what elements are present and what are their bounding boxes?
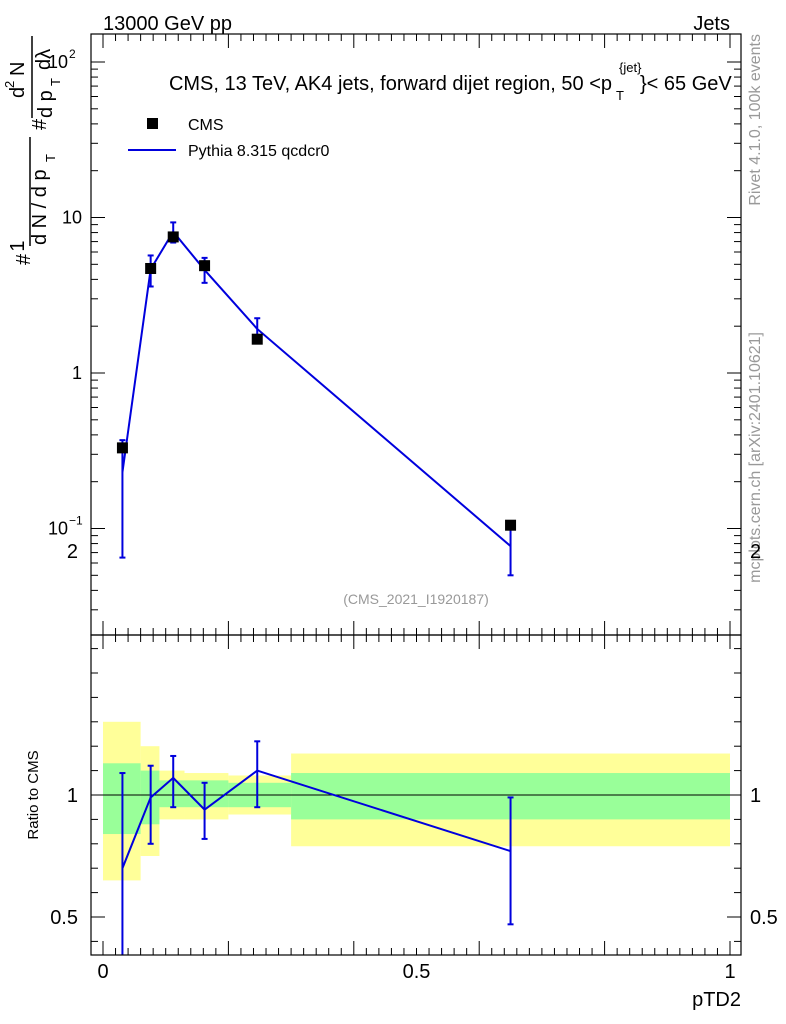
legend: CMS Pythia 8.315 qcdcr0 (128, 117, 330, 160)
x-axis-label: pTD2 (692, 989, 741, 1011)
main-ylabel: # 1 d N / d p T # d 2 N d p T (2, 36, 63, 265)
analysis-watermark: (CMS_2021_I1920187) (343, 591, 489, 607)
ratio-line-group (119, 740, 514, 955)
header-energy-label: 13000 GeV pp (103, 13, 232, 35)
cms-data-point (199, 260, 211, 272)
ratio-ytick-label-right: 2 (750, 541, 761, 563)
legend-cms-marker (147, 118, 158, 129)
pythia-curve (121, 230, 512, 547)
cms-data-point (505, 519, 517, 531)
legend-cms-label: CMS (188, 117, 224, 134)
ylabel-dlambda: dλ (33, 49, 55, 70)
main-ytick-label: 10 (62, 208, 82, 228)
ylabel-dpt: d p (35, 90, 57, 118)
main-title-prefix: CMS, 13 TeV, AK4 jets, forward dijet reg… (169, 73, 612, 95)
ratio-xtick-label: 1 (724, 961, 735, 983)
cms-data-point (167, 231, 179, 243)
ylabel-pt-sub-2: T (48, 78, 63, 86)
main-title-sub: T (616, 88, 624, 103)
ratio-xtick-label: 0 (97, 961, 108, 983)
main-ytick-label-base: 10 (48, 519, 68, 539)
ylabel-d2n-exp: 2 (2, 81, 17, 88)
main-ytick-label-exp: −1 (69, 514, 83, 528)
cms-data-point (116, 442, 128, 454)
main-title-suffix: }< 65 GeV (640, 73, 732, 95)
ylabel-pt-sub-1: T (43, 154, 58, 162)
ylabel-n: N (7, 62, 29, 76)
ratio-axes-group: 0.5 0.5 1 1 2 2 0 0.5 1 (50, 541, 778, 983)
ylabel-d2n: d (7, 87, 29, 98)
rivet-version-label: Rivet 4.1.0, 100k events (747, 34, 764, 206)
ratio-ylabel: Ratio to CMS (25, 750, 42, 839)
ratio-green-band (184, 780, 229, 808)
main-title-sup: {jet} (619, 60, 642, 75)
ratio-ytick-label-right: 1 (750, 785, 761, 807)
cms-marker-group (116, 231, 517, 531)
ratio-ytick-label-left: 0.5 (50, 907, 78, 929)
ratio-curve (121, 769, 511, 869)
main-ytick-label: 1 (72, 363, 82, 383)
ylabel-one: 1 (7, 240, 29, 251)
pythia-line-group (119, 221, 514, 577)
cms-data-point (145, 262, 157, 274)
main-ytick-label-exp: 2 (69, 47, 76, 61)
main-ytick-label-base: 10 (48, 52, 68, 72)
ylabel-hash-2: # (29, 118, 51, 130)
ratio-ytick-label-left: 1 (67, 785, 78, 807)
ratio-ytick-label-right: 0.5 (750, 907, 778, 929)
ratio-ytick-label-left: 2 (67, 541, 78, 563)
header-jets-label: Jets (693, 13, 730, 35)
ylabel-denominator: d N / d p (29, 169, 51, 245)
cms-data-point (251, 333, 263, 345)
mcplots-label: mcplots.cern.ch [arXiv:2401.10621] (747, 332, 764, 583)
main-title-group: CMS, 13 TeV, AK4 jets, forward dijet reg… (169, 60, 732, 103)
ratio-xtick-label: 0.5 (403, 961, 431, 983)
legend-pythia-label: Pythia 8.315 qcdcr0 (188, 143, 330, 160)
main-watermark-group: (CMS_2021_I1920187) (343, 591, 489, 607)
ylabel-hash-1: # (13, 253, 35, 265)
